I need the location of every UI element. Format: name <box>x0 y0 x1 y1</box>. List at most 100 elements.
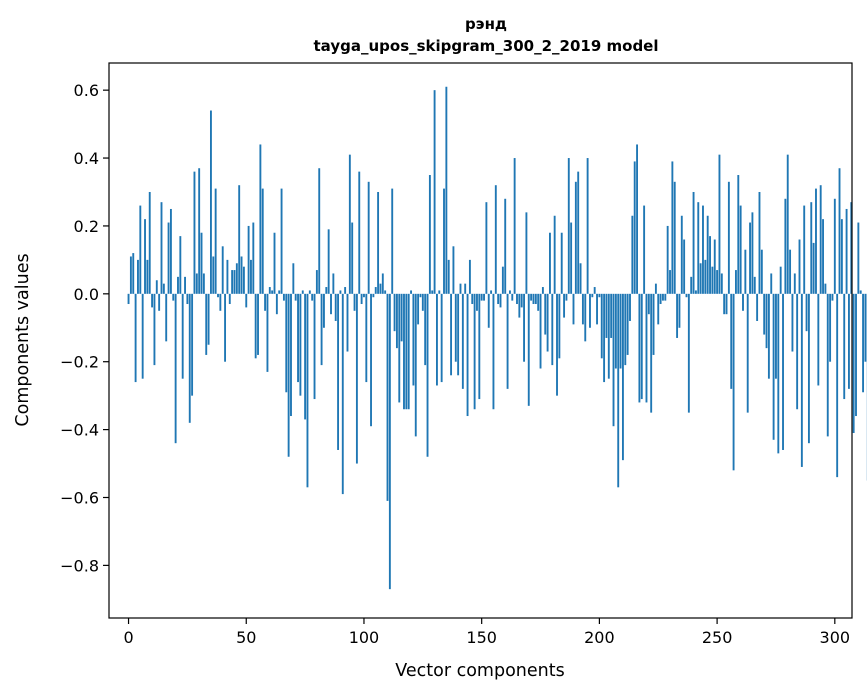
bar-221 <box>647 293 650 315</box>
bar-114 <box>395 293 398 349</box>
bar-309 <box>855 293 857 417</box>
bar-125 <box>421 293 424 311</box>
bar-57 <box>261 188 264 294</box>
bar-120 <box>410 290 412 294</box>
bar-143 <box>464 283 467 294</box>
y-tick-label: −0.6 <box>60 488 99 507</box>
bar-216 <box>636 144 638 294</box>
bar-99 <box>360 293 363 305</box>
bar-271 <box>765 293 768 349</box>
bar-100 <box>363 293 365 298</box>
bar-76 <box>306 293 309 488</box>
bar-281 <box>789 249 792 294</box>
bar-140 <box>457 293 460 376</box>
bar-101 <box>365 293 368 383</box>
bar-14 <box>160 202 163 294</box>
bar-252 <box>720 273 723 294</box>
bar-232 <box>673 181 676 294</box>
bar-188 <box>570 222 573 294</box>
bar-291 <box>812 242 815 294</box>
bar-44 <box>231 270 234 294</box>
bar-305 <box>845 208 848 294</box>
bar-74 <box>301 290 304 294</box>
bar-289 <box>807 293 810 444</box>
bar-16 <box>165 293 168 342</box>
bar-308 <box>852 293 855 433</box>
x-axis-label: Vector components <box>395 661 564 681</box>
bar-36 <box>212 256 215 294</box>
bar-285 <box>798 239 801 294</box>
bar-272 <box>767 293 770 379</box>
bar-39 <box>219 293 222 311</box>
bar-310 <box>857 222 860 294</box>
bar-40 <box>221 246 224 294</box>
bar-164 <box>513 158 516 294</box>
bar-98 <box>358 171 361 294</box>
bar-12 <box>155 280 158 294</box>
bar-105 <box>374 287 377 294</box>
bar-170 <box>527 293 530 406</box>
bar-154 <box>490 290 493 294</box>
bar-231 <box>671 161 674 294</box>
bar-117 <box>403 293 405 410</box>
bar-94 <box>348 154 351 294</box>
bar-187 <box>567 158 570 294</box>
bar-127 <box>426 293 429 457</box>
bar-246 <box>706 215 709 294</box>
bar-71 <box>294 293 297 301</box>
bar-215 <box>633 161 636 294</box>
bar-174 <box>537 293 540 311</box>
bar-239 <box>690 276 693 294</box>
bar-190 <box>574 181 577 294</box>
bar-107 <box>379 283 382 294</box>
bar-235 <box>680 215 683 294</box>
bar-222 <box>650 293 653 413</box>
x-tick-label: 300 <box>820 628 851 647</box>
bar-168 <box>523 293 525 362</box>
y-tick-label: 0.2 <box>74 217 99 236</box>
bar-264 <box>749 222 752 294</box>
y-tick-label: 0.0 <box>74 285 99 304</box>
bar-137 <box>450 293 453 376</box>
bar-167 <box>520 293 523 308</box>
bar-257 <box>732 293 735 471</box>
bar-270 <box>763 293 766 335</box>
bar-136 <box>447 259 450 294</box>
bar-213 <box>629 293 631 321</box>
bar-193 <box>581 293 584 325</box>
bar-51 <box>247 225 250 294</box>
bar-171 <box>530 293 533 301</box>
bar-294 <box>819 185 822 294</box>
bar-307 <box>850 202 853 294</box>
bar-265 <box>751 212 754 294</box>
bar-300 <box>833 198 836 294</box>
y-tick-label: −0.4 <box>60 421 99 440</box>
bar-274 <box>772 293 775 440</box>
bar-255 <box>727 181 730 294</box>
bar-19 <box>172 293 175 301</box>
bar-181 <box>553 215 556 294</box>
bar-158 <box>499 293 502 308</box>
bar-53 <box>252 222 255 294</box>
bar-130 <box>433 90 436 294</box>
bar-23 <box>181 293 184 379</box>
bar-169 <box>525 212 528 294</box>
bar-85 <box>327 229 330 294</box>
bar-132 <box>438 290 441 294</box>
bar-162 <box>508 290 511 294</box>
bar-230 <box>669 270 671 294</box>
bar-303 <box>840 219 843 294</box>
bar-194 <box>584 293 587 342</box>
bar-249 <box>713 239 716 294</box>
x-tick-label: 0 <box>123 628 133 647</box>
bar-126 <box>424 293 427 366</box>
bar-159 <box>501 266 504 294</box>
bar-92 <box>344 287 347 294</box>
bar-112 <box>391 188 394 294</box>
chart-subtitle: tayga_upos_skipgram_300_2_2019 model <box>314 37 659 55</box>
y-tick-label: 0.6 <box>74 81 99 100</box>
bar-306 <box>847 293 850 389</box>
bar-290 <box>810 202 813 294</box>
bar-59 <box>266 293 269 372</box>
bar-72 <box>297 293 299 383</box>
